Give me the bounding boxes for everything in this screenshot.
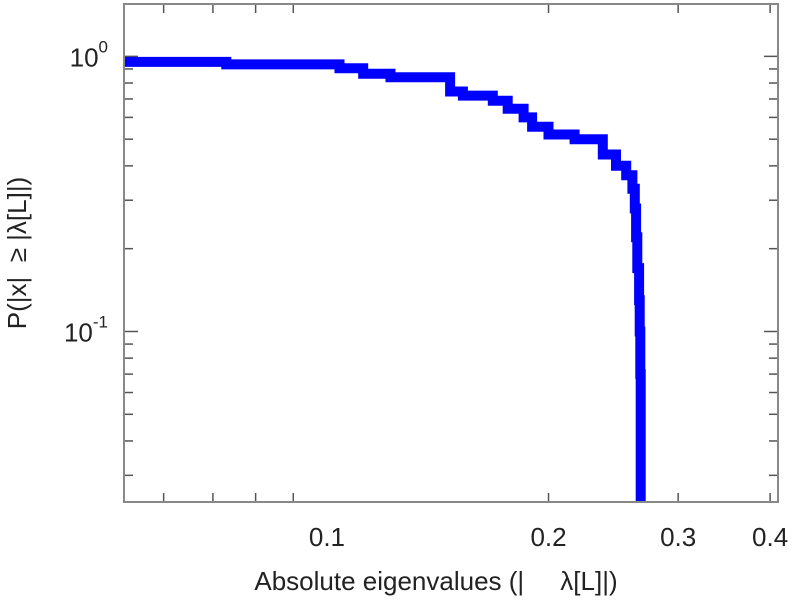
tick-labels: 0.1 0.2 0.3 0.4 100 10-1 [64, 37, 788, 552]
tick-marks [124, 4, 778, 502]
series-layer [124, 56, 646, 502]
series-line [124, 56, 646, 502]
y-tick-label: 100 [70, 37, 108, 72]
x-tick-label: 0.3 [660, 522, 696, 552]
plot-frame [123, 3, 779, 503]
x-tick-label: 0.1 [309, 522, 345, 552]
x-tick-label: 0.2 [530, 522, 566, 552]
y-axis-title: P(|x| ≥ |λ[L]|) [2, 177, 32, 330]
x-tick-label: 0.4 [752, 522, 788, 552]
x-axis-title: Absolute eigenvalues (| λ[L]|) [254, 566, 617, 596]
y-tick-label: 10-1 [64, 312, 108, 347]
